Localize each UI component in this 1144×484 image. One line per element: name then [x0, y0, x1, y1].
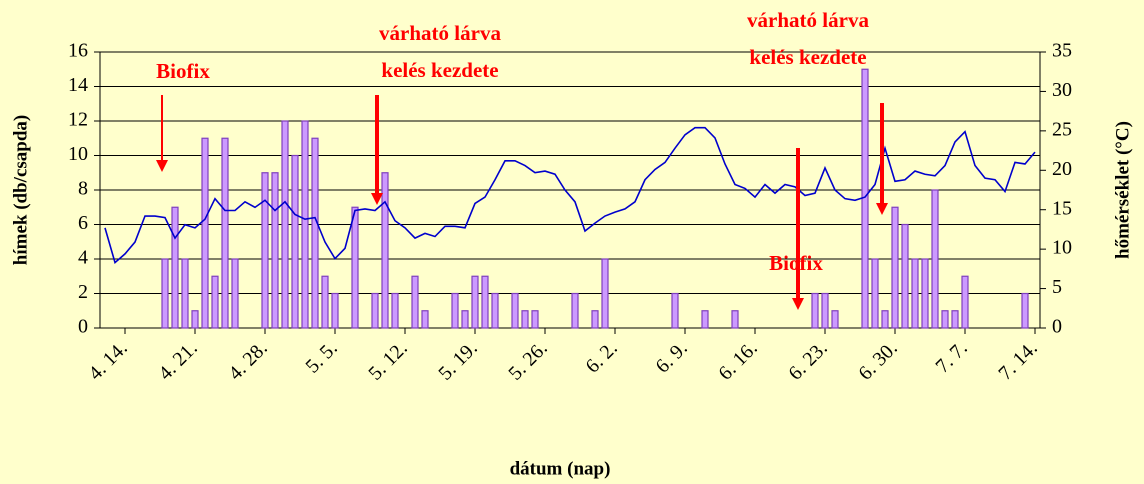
y-tick-label: 16	[68, 40, 88, 62]
x-axis-label: dátum (nap)	[510, 458, 611, 479]
bar	[351, 206, 359, 329]
bar	[211, 275, 219, 329]
x-tick-label: 4. 21.	[154, 337, 201, 384]
bar	[221, 137, 229, 329]
x-tick-label: 6. 2.	[581, 337, 621, 377]
y2-tick-label: 5	[1052, 276, 1062, 298]
annotation: kelés kezdete	[749, 45, 866, 69]
bar	[1021, 292, 1029, 329]
bar	[291, 154, 299, 329]
arrow-head	[156, 160, 168, 172]
bar	[461, 310, 469, 329]
arrow-head	[792, 298, 804, 310]
bar	[881, 310, 889, 329]
x-tick-label: 6. 16.	[714, 337, 761, 384]
bar	[421, 310, 429, 329]
bar	[321, 275, 329, 329]
y-tick-label: 4	[78, 247, 88, 269]
bar	[181, 258, 189, 329]
bar	[961, 275, 969, 329]
bar	[231, 258, 239, 329]
y2-tick-label: 25	[1052, 118, 1072, 140]
x-tick-label: 5. 26.	[504, 337, 551, 384]
bar	[391, 292, 399, 329]
y-axis-label: hímek (db/csapda)	[10, 115, 31, 265]
x-tick-label: 6. 9.	[651, 337, 691, 377]
x-tick-label: 4. 28.	[224, 337, 271, 384]
bar	[861, 68, 869, 329]
bar	[891, 206, 899, 329]
bar	[381, 172, 389, 329]
bar	[701, 310, 709, 329]
bar	[931, 189, 939, 329]
y2-tick-label: 0	[1052, 316, 1062, 338]
y2-tick-label: 10	[1052, 237, 1072, 259]
annotation: kelés kezdete	[381, 58, 498, 82]
bar	[521, 310, 529, 329]
x-tick-label: 5. 12.	[364, 337, 411, 384]
bar	[371, 292, 379, 329]
annotation: Biofix	[156, 59, 210, 83]
x-tick-label: 5. 19.	[434, 337, 481, 384]
bar	[311, 137, 319, 329]
x-tick-label: 7. 7.	[931, 337, 971, 377]
bar	[161, 258, 169, 329]
y2-tick-label: 20	[1052, 158, 1072, 180]
bar	[871, 258, 879, 329]
bar	[261, 172, 269, 329]
bar	[531, 310, 539, 329]
bar	[301, 120, 309, 329]
bar	[281, 120, 289, 329]
bar	[411, 275, 419, 329]
y-tick-label: 14	[68, 74, 88, 96]
y2-axis-label: hőmérséklet (°C)	[1112, 121, 1133, 259]
y-tick-label: 0	[78, 316, 88, 338]
y-tick-label: 6	[78, 212, 88, 234]
bar	[191, 310, 199, 329]
bar	[451, 292, 459, 329]
bar	[941, 310, 949, 329]
bar	[921, 258, 929, 329]
y-tick-label: 10	[68, 143, 88, 165]
x-tick-label: 7. 14.	[994, 337, 1041, 384]
bar	[911, 258, 919, 329]
bar	[811, 292, 819, 329]
x-tick-label: 6. 30.	[854, 337, 901, 384]
bar	[571, 292, 579, 329]
bar	[731, 310, 739, 329]
bar	[271, 172, 279, 329]
bar	[901, 223, 909, 329]
arrow-head	[371, 193, 383, 205]
x-tick-label: 5. 5.	[301, 337, 341, 377]
y-tick-label: 8	[78, 178, 88, 200]
y2-tick-label: 35	[1052, 40, 1072, 62]
bar	[821, 292, 829, 329]
arrow-head	[876, 203, 888, 215]
y2-tick-label: 30	[1052, 79, 1072, 101]
y-tick-label: 12	[68, 109, 88, 131]
bar	[671, 292, 679, 329]
annotation: várható lárva	[747, 8, 869, 32]
x-tick-label: 6. 23.	[784, 337, 831, 384]
bar	[591, 310, 599, 329]
bar	[471, 275, 479, 329]
x-tick-label: 4. 14.	[84, 337, 131, 384]
bar	[601, 258, 609, 329]
bar	[481, 275, 489, 329]
annotation: várható lárva	[379, 21, 501, 45]
bar	[171, 206, 179, 329]
y-tick-label: 2	[78, 281, 88, 303]
bar	[511, 292, 519, 329]
bar	[491, 292, 499, 329]
bar	[201, 137, 209, 329]
bar	[831, 310, 839, 329]
bar	[951, 310, 959, 329]
bar	[331, 292, 339, 329]
y2-tick-label: 15	[1052, 197, 1072, 219]
